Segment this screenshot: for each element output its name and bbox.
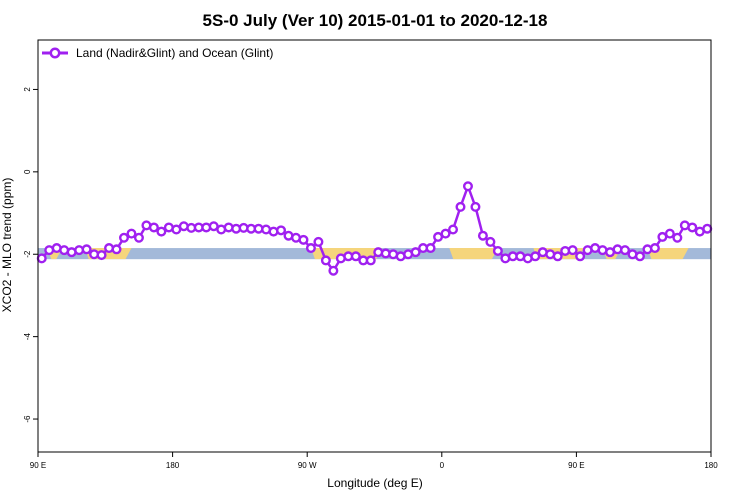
data-point [485, 236, 496, 247]
plot-frame [37, 39, 712, 453]
x-tick-label: 0 [440, 461, 445, 470]
data-point [702, 223, 713, 234]
data-point [118, 232, 129, 243]
y-axis-label: XCO2 - MLO trend (ppm) [0, 178, 14, 313]
data-point [298, 234, 309, 245]
data-point [634, 251, 645, 262]
data-point [664, 228, 675, 239]
data-point [462, 181, 473, 192]
data-point [477, 230, 488, 241]
y-tick-label: -4 [23, 333, 32, 341]
data-point [455, 201, 466, 212]
data-point [687, 222, 698, 233]
series-layer [36, 181, 713, 276]
data-point [148, 222, 159, 233]
y-tick-label: 2 [23, 87, 32, 92]
x-tick-label: 180 [166, 461, 180, 470]
data-point [320, 255, 331, 266]
y-tick-label: 0 [23, 169, 32, 174]
legend-entry-label: Land (Nadir&Glint) and Ocean (Glint) [76, 46, 273, 60]
data-point [530, 251, 541, 262]
data-point [448, 224, 459, 235]
data-point [575, 251, 586, 262]
data-point [492, 245, 503, 256]
land-segment [449, 248, 498, 260]
x-tick-label: 180 [704, 461, 718, 470]
data-point [313, 236, 324, 247]
data-point [36, 253, 47, 264]
data-point [440, 228, 451, 239]
y-tick-label: -6 [23, 415, 32, 423]
x-axis-label: Longitude (deg E) [327, 476, 422, 490]
data-point [620, 245, 631, 256]
data-point [470, 201, 481, 212]
data-point [126, 228, 137, 239]
data-point [552, 251, 563, 262]
data-point [96, 250, 107, 261]
data-point [305, 243, 316, 254]
data-point [328, 265, 339, 276]
data-point [111, 244, 122, 255]
legend-marker-swatch [49, 47, 61, 59]
data-point [425, 243, 436, 254]
data-point [567, 245, 578, 256]
data-point [365, 255, 376, 266]
data-point [276, 225, 287, 236]
x-tick-label: 90 E [568, 461, 584, 470]
x-tick-label: 90 W [298, 461, 317, 470]
axis-ticks: 90 E 180 90 W 0 90 E 180 2 0 -2 -4 -6 [23, 87, 718, 470]
data-point [649, 243, 660, 254]
data-point [81, 244, 92, 255]
legend: Land (Nadir&Glint) and Ocean (Glint) [42, 46, 273, 60]
data-point [156, 226, 167, 237]
y-tick-label: -2 [23, 250, 32, 258]
chart-title: 5S-0 July (Ver 10) 2015-01-01 to 2020-12… [203, 11, 548, 30]
data-point [350, 251, 361, 262]
x-tick-label: 90 E [30, 461, 46, 470]
data-point [133, 232, 144, 243]
data-point [672, 232, 683, 243]
data-point [410, 247, 421, 258]
